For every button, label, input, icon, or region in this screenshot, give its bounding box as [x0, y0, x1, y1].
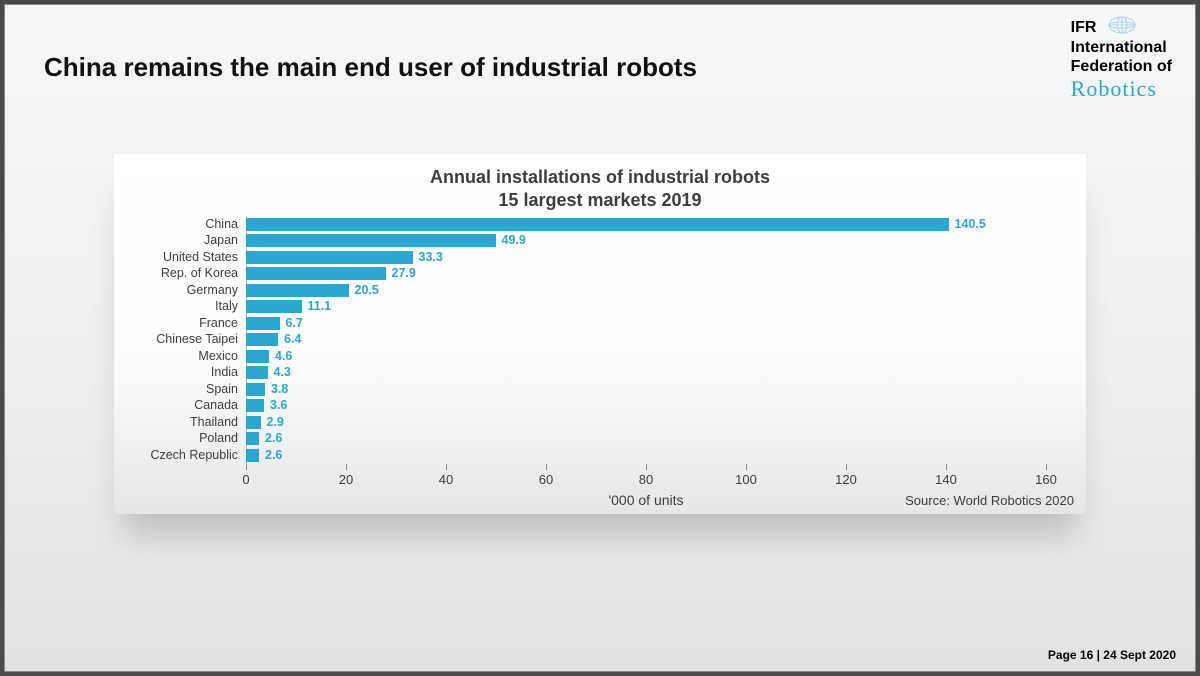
y-axis-label: Czech Republic [114, 448, 238, 462]
y-axis-label: Italy [114, 299, 238, 313]
y-axis-label: Poland [114, 431, 238, 445]
x-tick [346, 464, 347, 470]
bar-value-label: 2.9 [267, 415, 284, 429]
bar-value-label: 4.3 [274, 365, 291, 379]
bar-value-label: 140.5 [955, 217, 986, 231]
bar-value-label: 3.6 [270, 398, 287, 412]
bar-value-label: 11.1 [308, 299, 332, 313]
bar-value-label: 27.9 [392, 266, 416, 280]
bar [246, 300, 302, 313]
x-tick [646, 464, 647, 470]
x-axis-title: '000 of units [608, 492, 683, 508]
x-tick-label: 140 [935, 472, 957, 487]
x-tick-label: 20 [339, 472, 353, 487]
bars-container: 140.5 49.9 33.327.9 20.5 11.1 6.7 6.4 4.6 4.3 3.8… [246, 216, 1046, 474]
y-axis-label: Thailand [114, 415, 238, 429]
x-tick [846, 464, 847, 470]
bar [246, 218, 949, 231]
logo-line3: Federation of [1071, 58, 1172, 76]
slide: China remains the main end user of indus… [4, 4, 1196, 672]
bar [246, 251, 413, 264]
bar-value-label: 6.4 [284, 332, 301, 346]
logo-robotics: Robotics [1071, 76, 1172, 101]
bar-value-label: 4.6 [275, 349, 292, 363]
page-footer: Page 16 | 24 Sept 2020 [1048, 648, 1176, 662]
chart-source: Source: World Robotics 2020 [905, 493, 1074, 508]
x-tick [1046, 464, 1047, 470]
y-axis-label: United States [114, 250, 238, 264]
chart-title-line2: 15 largest markets 2019 [114, 189, 1086, 212]
bar-value-label: 49.9 [502, 233, 526, 247]
bar [246, 399, 264, 412]
page-title: China remains the main end user of indus… [44, 52, 697, 83]
chart-plot: China Japan United States Rep. of Korea Germ… [114, 216, 1086, 474]
bar-value-label: 2.6 [265, 431, 282, 445]
x-tick-label: 160 [1035, 472, 1057, 487]
y-axis-label: Chinese Taipei [114, 332, 238, 346]
x-tick-label: 120 [835, 472, 857, 487]
bar [246, 366, 268, 379]
bar [246, 267, 386, 280]
y-axis-label: Japan [114, 233, 238, 247]
bar-value-label: 20.5 [355, 283, 379, 297]
x-tick [746, 464, 747, 470]
y-axis-label: Spain [114, 382, 238, 396]
logo-line2: International [1071, 39, 1172, 57]
bar-value-label: 33.3 [419, 250, 443, 264]
bar [246, 333, 278, 346]
bar-value-label: 2.6 [265, 448, 282, 462]
bar [246, 234, 496, 247]
bar [246, 383, 265, 396]
y-axis-label: Germany [114, 283, 238, 297]
bar-value-label: 6.7 [286, 316, 303, 330]
chart-title: Annual installations of industrial robot… [114, 154, 1086, 211]
x-tick-label: 100 [735, 472, 757, 487]
x-tick-label: 0 [242, 472, 249, 487]
x-tick-label: 80 [639, 472, 653, 487]
bar [246, 350, 269, 363]
x-tick-label: 60 [539, 472, 553, 487]
y-axis-label: India [114, 365, 238, 379]
y-axis-label: Canada [114, 398, 238, 412]
bar [246, 317, 280, 330]
chart-title-line1: Annual installations of industrial robot… [114, 166, 1086, 189]
bar-value-label: 3.8 [271, 382, 288, 396]
y-axis-label: China [114, 217, 238, 231]
globe-icon [1107, 16, 1137, 39]
bar [246, 284, 349, 297]
y-axis-label: Mexico [114, 349, 238, 363]
chart-card: Annual installations of industrial robot… [114, 154, 1086, 514]
bar [246, 416, 261, 429]
logo-line1: IFR [1071, 19, 1097, 36]
x-tick [546, 464, 547, 470]
ifr-logo: IFR International Federation of Robotics [1071, 16, 1172, 101]
y-axis-label: France [114, 316, 238, 330]
x-tick [246, 464, 247, 470]
bar [246, 432, 259, 445]
bar [246, 449, 259, 462]
x-tick [946, 464, 947, 470]
x-tick-label: 40 [439, 472, 453, 487]
y-axis-label: Rep. of Korea [114, 266, 238, 280]
x-tick [446, 464, 447, 470]
